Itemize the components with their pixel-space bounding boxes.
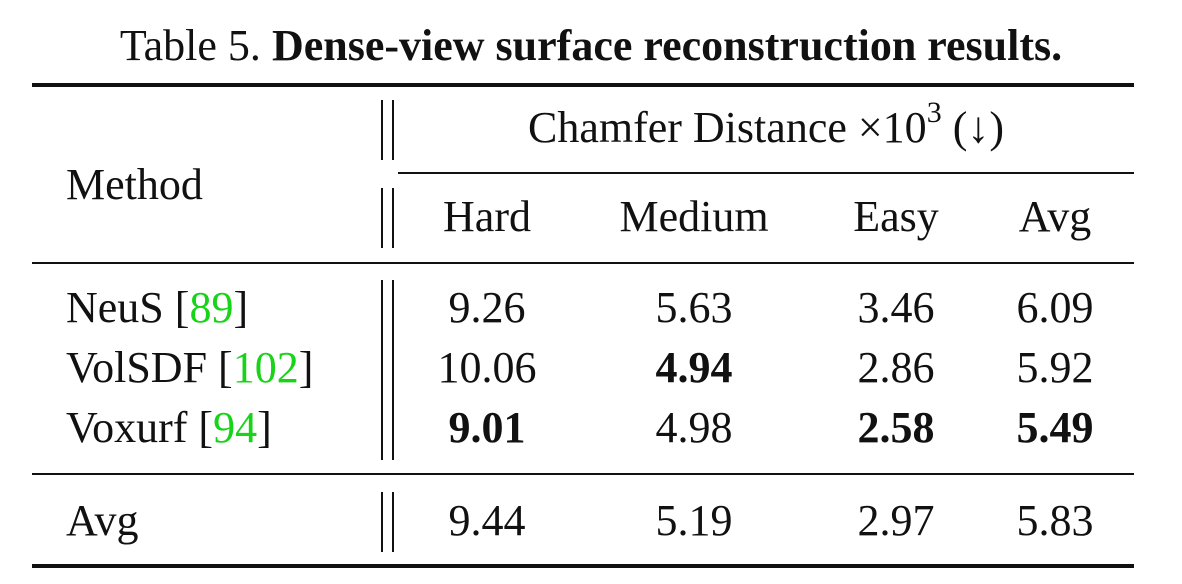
header-col-medium: Medium (619, 192, 769, 241)
chamfer-exponent: 3 (926, 96, 942, 130)
method-name: NeuS (66, 283, 164, 332)
avg-row-label: Avg (66, 496, 139, 545)
cell-hard-best: 9.01 (448, 403, 526, 452)
header-col-avg: Avg (1018, 192, 1092, 241)
method-name: Voxurf (66, 403, 188, 452)
header-sub-rule (398, 172, 1134, 174)
method-name: VolSDF (66, 343, 208, 392)
chamfer-direction: (↓) (952, 103, 1004, 152)
cell-avg-best: 5.49 (1016, 403, 1094, 452)
avg-cell-medium: 5.19 (655, 496, 733, 545)
citation-link[interactable]: 89 (189, 283, 234, 332)
table-caption: Table 5. Dense-view surface reconstructi… (0, 20, 1182, 72)
double-bar-left (381, 188, 383, 248)
avg-cell-hard: 9.44 (448, 496, 526, 545)
double-bar-right (392, 280, 394, 460)
double-bar-right (392, 188, 394, 248)
row-method: Voxurf [94] (66, 403, 272, 452)
body-bottom-rule (32, 473, 1134, 475)
cell-easy-best: 2.58 (857, 403, 935, 452)
cell-hard: 10.06 (437, 343, 537, 392)
row-method: NeuS [89] (66, 283, 249, 332)
double-bar-left (381, 280, 383, 460)
double-bar-right (392, 100, 394, 160)
cell-easy: 2.86 (857, 343, 935, 392)
caption-prefix: Table 5. (119, 21, 261, 70)
cell-medium: 5.63 (655, 283, 733, 332)
cell-medium: 4.98 (655, 403, 733, 452)
row-method: VolSDF [102] (66, 343, 314, 392)
top-rule (32, 83, 1134, 87)
double-bar-right (392, 492, 394, 552)
double-bar-left (381, 492, 383, 552)
chamfer-label: Chamfer Distance ×10 (528, 103, 927, 152)
cell-medium-best: 4.94 (655, 343, 733, 392)
header-bottom-rule (32, 262, 1134, 264)
header-col-easy: Easy (853, 192, 939, 241)
citation-link[interactable]: 102 (232, 343, 299, 392)
header-col-hard: Hard (443, 192, 531, 241)
avg-cell-easy: 2.97 (857, 496, 935, 545)
double-bar-left (381, 100, 383, 160)
cell-avg: 6.09 (1016, 283, 1094, 332)
bottom-rule (32, 564, 1134, 568)
cell-easy: 3.46 (857, 283, 935, 332)
avg-cell-avg: 5.83 (1016, 496, 1094, 545)
header-method: Method (66, 160, 203, 209)
cell-hard: 9.26 (448, 283, 526, 332)
cell-avg: 5.92 (1016, 343, 1094, 392)
header-group-chamfer: Chamfer Distance ×103 (↓) (528, 98, 1004, 153)
citation-link[interactable]: 94 (213, 403, 258, 452)
caption-title: Dense-view surface reconstruction result… (271, 21, 1063, 70)
